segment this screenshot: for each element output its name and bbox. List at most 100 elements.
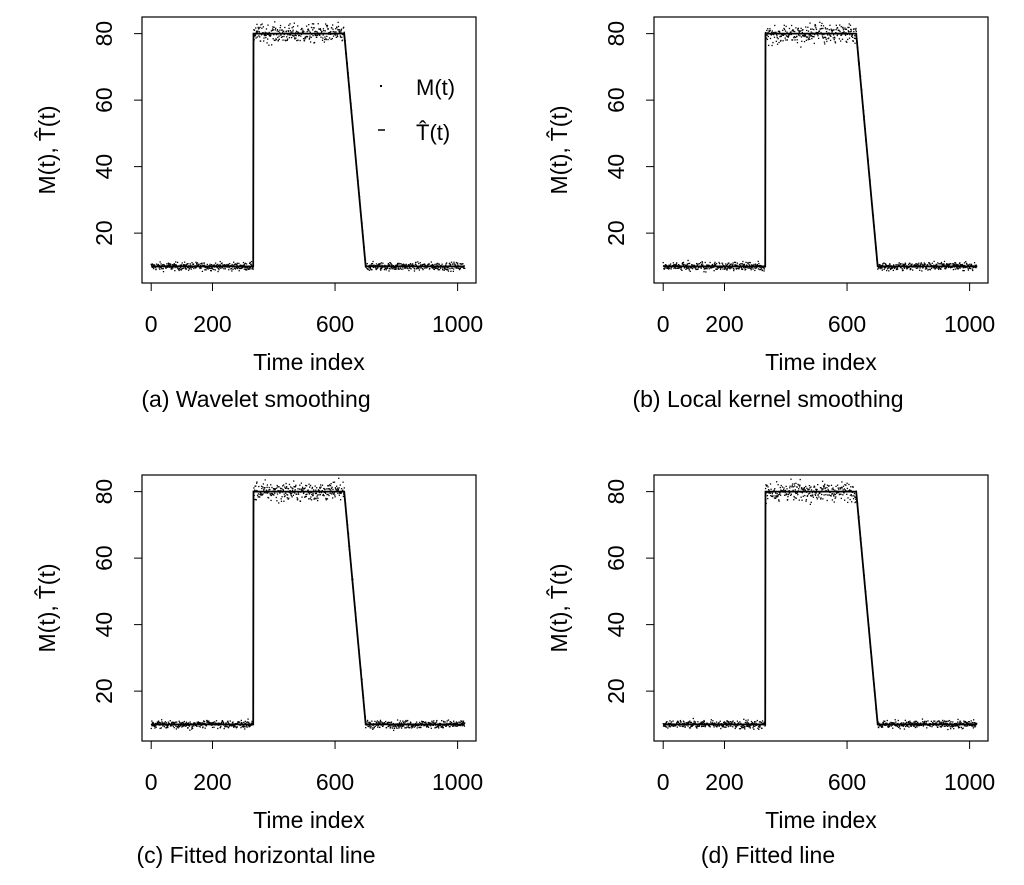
observed-point (792, 30, 795, 32)
observed-point (318, 489, 320, 492)
observed-point (904, 263, 907, 265)
observed-point (920, 263, 922, 265)
observed-point (191, 726, 193, 728)
observed-point (890, 725, 892, 727)
observed-point (701, 725, 703, 727)
observed-point (728, 267, 731, 269)
observed-point (915, 267, 917, 269)
observed-point (732, 263, 734, 266)
observed-point (400, 725, 402, 728)
observed-point (963, 725, 966, 727)
observed-point (411, 727, 413, 729)
observed-point (369, 724, 371, 727)
observed-point (422, 268, 424, 271)
observed-point (281, 487, 283, 490)
observed-point (262, 486, 264, 488)
observed-point (454, 722, 456, 724)
observed-point (676, 726, 678, 728)
observed-point (745, 264, 748, 266)
observed-point (208, 266, 210, 269)
observed-point (392, 729, 395, 732)
observed-point (167, 726, 169, 729)
observed-point (834, 497, 836, 499)
observed-point (747, 719, 749, 721)
observed-point (272, 26, 274, 28)
observed-point (223, 268, 225, 270)
observed-point (669, 726, 671, 728)
observed-point (778, 41, 780, 44)
observed-point (165, 267, 167, 270)
observed-point (243, 264, 245, 266)
observed-point (370, 264, 372, 266)
observed-point (908, 721, 910, 723)
observed-point (722, 725, 724, 728)
observed-point (399, 720, 402, 722)
observed-point (332, 488, 334, 491)
observed-point (264, 31, 266, 33)
observed-point (725, 268, 727, 270)
observed-point (766, 484, 768, 487)
observed-point (245, 724, 248, 726)
observed-point (733, 261, 736, 263)
observed-point (213, 726, 215, 728)
observed-point (941, 263, 943, 265)
observed-point (925, 720, 928, 723)
observed-point (743, 718, 745, 720)
observed-point (155, 726, 157, 728)
observed-point (925, 722, 927, 724)
x-tick-label: 200 (193, 769, 231, 795)
observed-point (731, 721, 733, 723)
observed-point (298, 488, 301, 490)
observed-point (803, 35, 805, 38)
observed-point (296, 39, 298, 42)
observed-point (400, 725, 402, 727)
observed-point (957, 263, 959, 266)
observed-point (897, 719, 899, 722)
observed-point (307, 489, 309, 491)
legend-entry-observed: M(t) (416, 75, 455, 100)
observed-point (940, 726, 942, 728)
observed-point (688, 262, 690, 265)
observed-point (681, 725, 683, 728)
observed-point (855, 30, 857, 33)
observed-point (233, 261, 235, 263)
observed-point (237, 722, 239, 724)
observed-point (190, 268, 193, 270)
y-tick-label: 40 (91, 612, 117, 638)
observed-point (719, 268, 722, 271)
observed-point (667, 727, 669, 729)
observed-point (829, 24, 831, 26)
observed-point (303, 40, 306, 42)
observed-point (309, 498, 311, 500)
observed-point (967, 268, 969, 270)
observed-point (219, 726, 222, 729)
observed-point (337, 492, 339, 495)
observed-point (890, 267, 893, 269)
observed-point (748, 267, 750, 269)
observed-point (670, 268, 672, 270)
observed-point (693, 264, 696, 266)
observed-point (275, 38, 277, 40)
observed-point (247, 718, 249, 720)
observed-point (753, 722, 755, 724)
observed-point (946, 720, 948, 723)
observed-point (236, 264, 238, 266)
observed-point (775, 31, 777, 34)
observed-point (672, 720, 674, 722)
observed-point (381, 264, 383, 266)
observed-point (830, 495, 832, 497)
observed-point (330, 487, 333, 490)
observed-point (759, 264, 761, 267)
observed-point (241, 266, 244, 269)
observed-point (832, 34, 835, 36)
observed-point (441, 267, 443, 269)
observed-point (383, 721, 386, 724)
observed-point (316, 487, 318, 489)
observed-point (788, 27, 791, 30)
observed-point (938, 263, 940, 265)
observed-point (343, 31, 345, 33)
observed-point (715, 268, 717, 270)
observed-point (970, 722, 972, 724)
observed-point (222, 722, 224, 725)
observed-point (703, 725, 705, 727)
